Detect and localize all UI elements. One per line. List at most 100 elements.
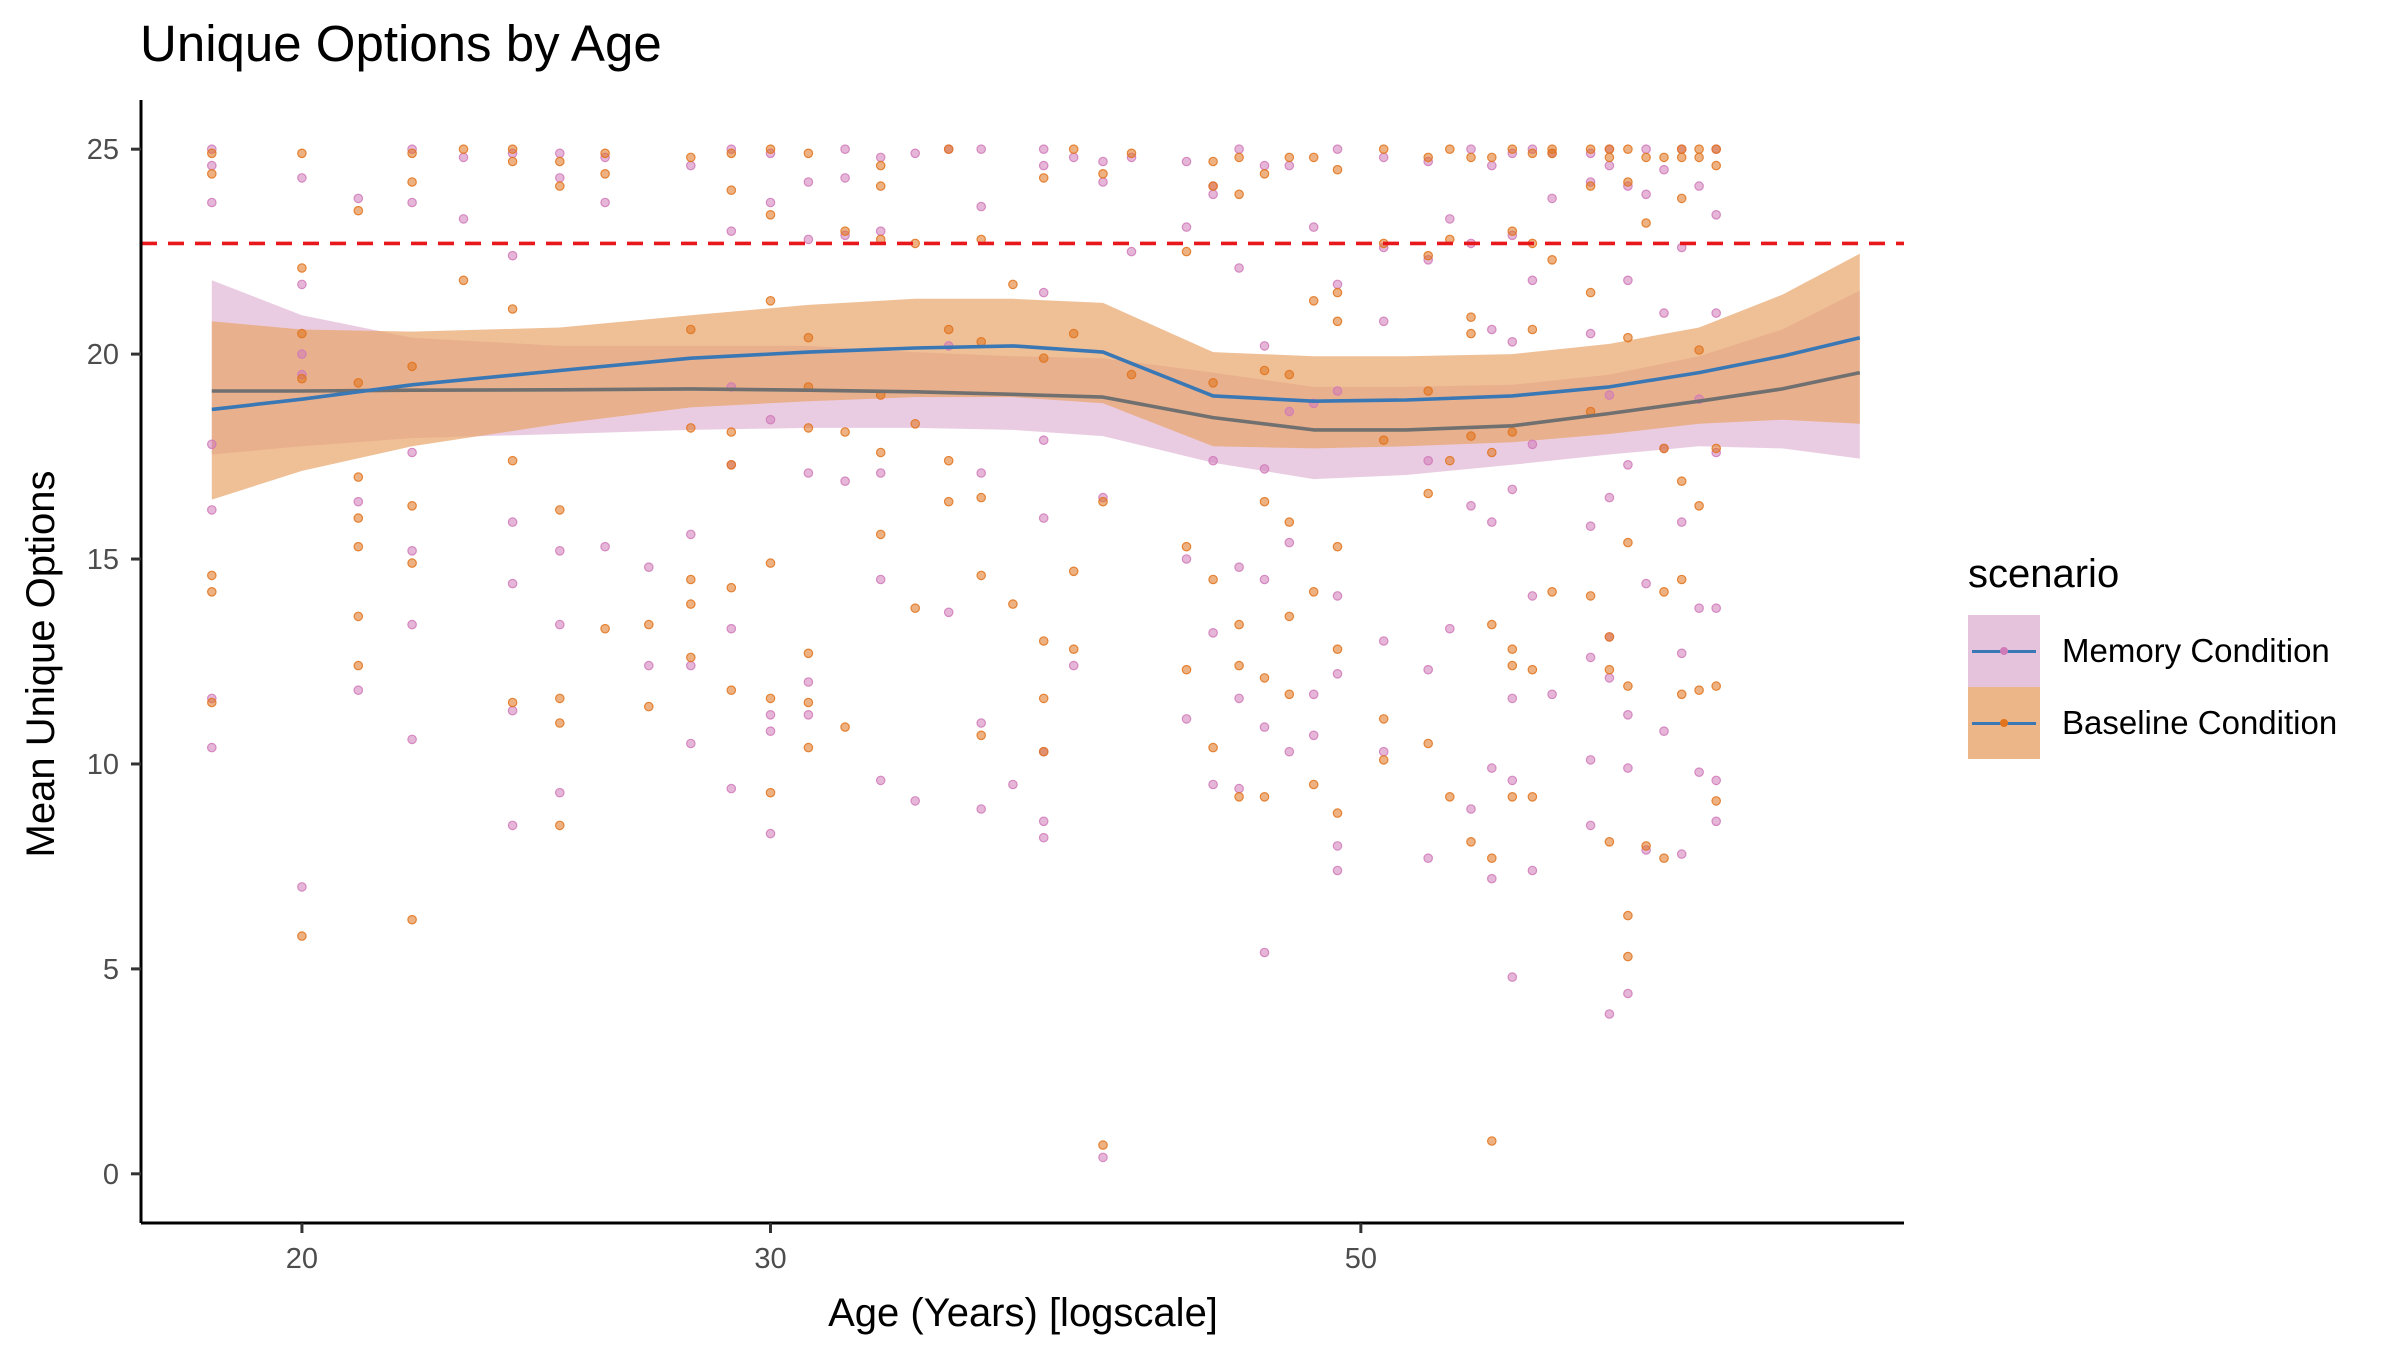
data-point-baseline (1623, 177, 1633, 187)
data-point-memory (1423, 853, 1433, 863)
data-point-baseline (353, 660, 364, 671)
data-point-memory (1711, 308, 1721, 318)
data-point-baseline (554, 718, 565, 728)
data-point-baseline (910, 603, 920, 613)
data-point-baseline (1284, 689, 1295, 700)
data-point-memory (1332, 279, 1343, 290)
data-point-baseline (1259, 365, 1270, 376)
data-point-memory (685, 660, 696, 671)
y-tick-label: 0 (103, 1159, 119, 1191)
data-point-baseline (1308, 152, 1319, 163)
data-point-baseline (1332, 316, 1343, 327)
data-point-memory (1284, 406, 1295, 417)
data-point-baseline (1466, 312, 1476, 322)
data-point-baseline (803, 697, 814, 708)
data-point-memory (1208, 455, 1218, 466)
data-point-memory (803, 234, 814, 245)
legend-key-memory (1968, 615, 2040, 687)
data-point-memory (1711, 603, 1721, 613)
data-point-baseline (1694, 152, 1704, 163)
data-point-baseline (803, 423, 814, 433)
smooth-line-memory (211, 370, 1861, 432)
data-point-baseline (1181, 664, 1192, 675)
data-point-baseline (1234, 660, 1244, 671)
data-point-memory (1585, 328, 1596, 339)
data-point-memory (726, 623, 737, 634)
data-point-baseline (1623, 681, 1633, 691)
data-point-baseline (297, 373, 307, 384)
data-point-memory (554, 173, 565, 183)
data-point-baseline (1126, 148, 1137, 159)
data-point-memory (943, 607, 954, 618)
data-point-memory (600, 197, 610, 208)
y-tick-label: 10 (87, 749, 119, 781)
data-point-baseline (1487, 853, 1497, 863)
data-point-memory (765, 828, 776, 839)
data-point-baseline (840, 427, 850, 437)
data-point-baseline (943, 496, 954, 507)
data-point-memory (1284, 160, 1295, 171)
data-point-baseline (1585, 181, 1596, 191)
data-point-baseline (1507, 791, 1518, 802)
data-point-baseline (1676, 689, 1687, 700)
x-tick-label: 50 (1345, 1243, 1377, 1275)
data-point-baseline (1659, 853, 1669, 863)
data-point-memory (353, 193, 364, 204)
data-point-baseline (1676, 476, 1687, 486)
data-point-memory (1711, 775, 1721, 786)
data-point-baseline (1604, 664, 1615, 675)
data-point-baseline (943, 324, 954, 335)
data-point-baseline (1694, 500, 1704, 511)
data-point-memory (1308, 222, 1319, 232)
data-point-baseline (1068, 644, 1079, 654)
data-point-memory (1068, 152, 1079, 163)
data-point-memory (1585, 820, 1596, 831)
data-point-baseline (1507, 660, 1518, 671)
data-point-baseline (600, 148, 610, 159)
data-point-memory (507, 705, 518, 716)
data-point-baseline (943, 144, 954, 154)
data-point-baseline (765, 787, 776, 798)
data-point-memory (1585, 755, 1596, 765)
data-point-baseline (1641, 218, 1651, 228)
data-point-memory (1234, 562, 1244, 572)
data-point-memory (407, 734, 417, 745)
legend-label-memory: Memory Condition (2062, 632, 2330, 669)
data-point-baseline (765, 693, 776, 704)
data-point-baseline (1445, 791, 1455, 802)
data-point-baseline (1068, 144, 1079, 154)
data-point-memory (600, 541, 610, 552)
data-point-memory (353, 496, 364, 507)
data-point-baseline (726, 185, 737, 195)
data-point-memory (1711, 210, 1721, 220)
data-point-memory (1181, 222, 1192, 232)
data-point-memory (1234, 783, 1244, 794)
data-point-baseline (1068, 566, 1079, 577)
data-point-memory (1332, 386, 1343, 396)
data-point-baseline (1623, 951, 1633, 962)
data-point-baseline (726, 685, 737, 695)
data-point-baseline (1623, 910, 1633, 921)
data-point-baseline (765, 558, 776, 568)
data-point-baseline (1332, 164, 1343, 175)
data-point-memory (1259, 722, 1270, 732)
data-point-memory (1423, 455, 1433, 466)
data-point-baseline (1284, 517, 1295, 527)
data-point-baseline (554, 181, 565, 191)
data-point-memory (1527, 439, 1538, 450)
legend-item-baseline: Baseline Condition (1968, 687, 2337, 759)
data-point-memory (1604, 673, 1615, 683)
data-point-baseline (554, 693, 565, 704)
data-point-memory (1527, 591, 1538, 601)
data-point-memory (1676, 849, 1687, 859)
data-point-baseline (297, 931, 307, 941)
data-point-baseline (1038, 746, 1049, 757)
data-point-baseline (407, 558, 417, 568)
legend-key-baseline (1968, 687, 2040, 759)
data-point-baseline (554, 820, 565, 831)
data-point-baseline (875, 529, 886, 540)
data-point-baseline (685, 152, 696, 163)
data-point-baseline (407, 177, 417, 187)
data-point-memory (1694, 181, 1704, 191)
data-point-memory (1694, 767, 1704, 777)
